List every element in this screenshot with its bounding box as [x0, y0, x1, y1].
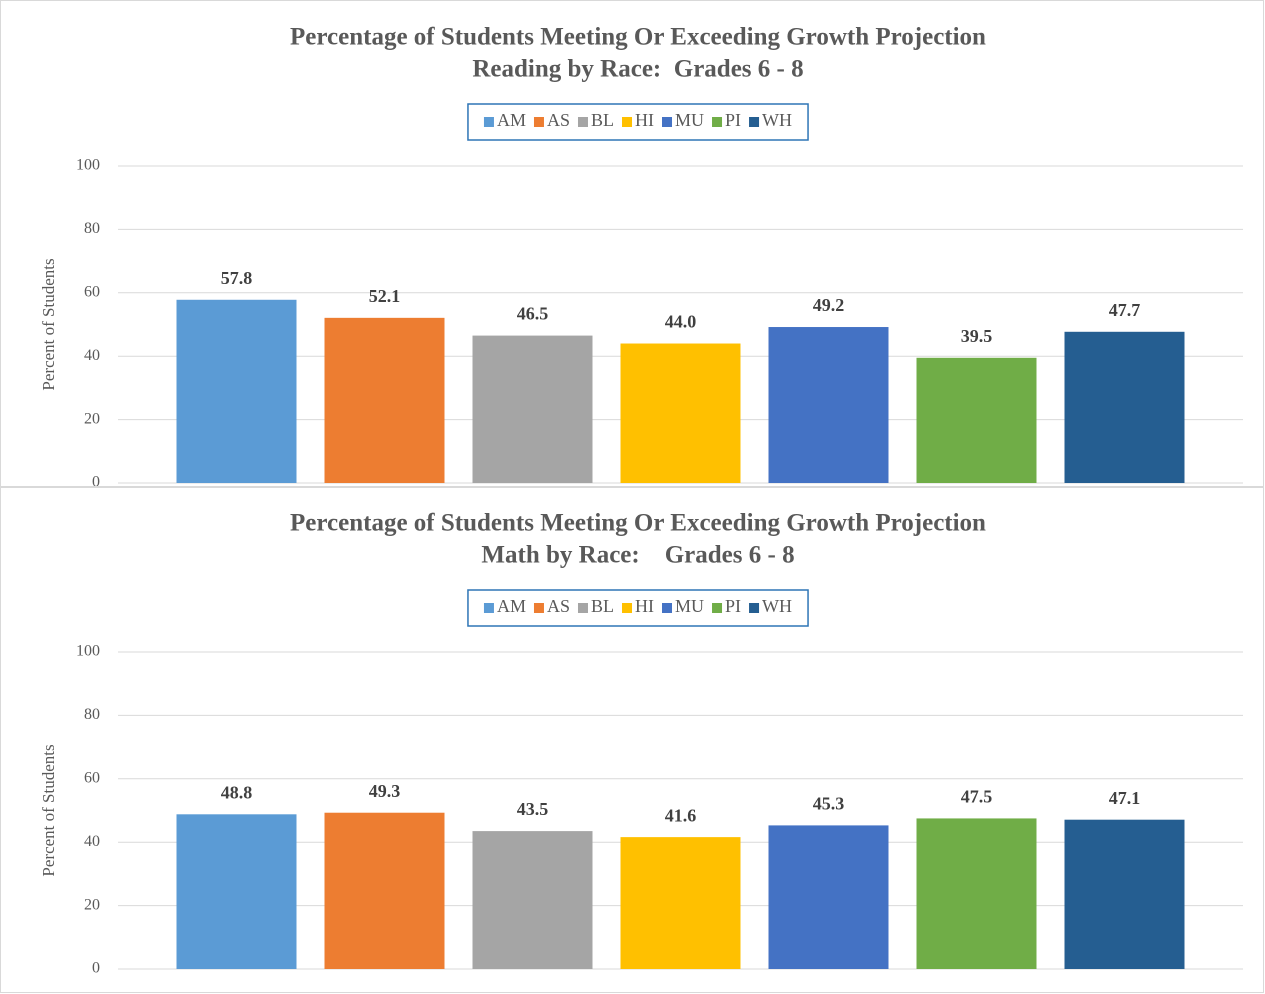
data-label: 44.0 — [665, 312, 697, 332]
data-label: 57.8 — [221, 268, 253, 288]
bar — [472, 831, 593, 969]
chart-title: Percentage of Students Meeting Or Exceed… — [290, 510, 986, 537]
bar — [1064, 331, 1185, 483]
data-label: 49.2 — [813, 295, 845, 315]
legend-swatch — [712, 117, 723, 127]
legend-swatch — [483, 117, 494, 127]
legend-swatch — [577, 603, 588, 613]
data-label: 43.5 — [517, 799, 549, 819]
y-tick-label: 60 — [84, 769, 100, 786]
y-axis-label: Percent of Students — [39, 258, 58, 390]
bar — [324, 812, 445, 969]
legend-label: HI — [635, 596, 654, 616]
legend-swatch — [483, 603, 494, 613]
legend-label: PI — [725, 596, 741, 616]
y-tick-label: 100 — [76, 157, 100, 174]
y-tick-label: 80 — [84, 220, 100, 237]
bar — [916, 818, 1037, 969]
data-label: 47.1 — [1109, 788, 1141, 808]
y-axis-label: Percent of Students — [39, 744, 58, 876]
legend: AM AS BL HI MU PI WH — [467, 589, 809, 627]
legend-label: WH — [762, 110, 792, 130]
bar — [768, 327, 889, 483]
data-label: 45.3 — [813, 794, 845, 814]
y-tick-label: 0 — [92, 474, 100, 491]
y-tick-label: 0 — [92, 960, 100, 977]
legend-swatch — [749, 117, 760, 127]
data-label: 46.5 — [517, 304, 549, 324]
legend-label: MU — [675, 110, 704, 130]
data-label: 48.8 — [221, 782, 253, 802]
bar — [1064, 819, 1185, 969]
legend-label: PI — [725, 110, 741, 130]
legend-label: MU — [675, 596, 704, 616]
data-label: 47.5 — [961, 787, 993, 807]
y-tick-label: 60 — [84, 283, 100, 300]
legend-swatch — [712, 603, 723, 613]
data-label: 47.7 — [1109, 300, 1141, 320]
chart-subtitle: Math by Race: Grades 6 - 8 — [481, 542, 794, 569]
bar — [620, 837, 741, 969]
legend-label: AM — [497, 110, 526, 130]
chart: Percentage of Students Meeting Or Exceed… — [0, 486, 1264, 993]
bar — [768, 825, 889, 969]
legend-swatch — [533, 603, 544, 613]
data-label: 39.5 — [961, 326, 993, 346]
chart-border — [0, 0, 1264, 488]
y-tick-label: 80 — [84, 706, 100, 723]
y-tick-label: 40 — [84, 833, 100, 850]
bar — [916, 357, 1037, 483]
legend-swatch — [749, 603, 760, 613]
bar — [324, 317, 445, 483]
legend-label: HI — [635, 110, 654, 130]
y-tick-label: 20 — [84, 896, 100, 913]
legend-label: AM — [497, 596, 526, 616]
legend-label: AS — [547, 110, 570, 130]
legend: AM AS BL HI MU PI WH — [467, 103, 809, 141]
data-label: 49.3 — [369, 781, 401, 801]
data-label: 41.6 — [665, 805, 697, 825]
bar — [472, 335, 593, 483]
chart-border — [0, 486, 1264, 993]
chart: Percentage of Students Meeting Or Exceed… — [0, 0, 1264, 491]
bar — [176, 814, 297, 969]
legend-swatch — [662, 603, 673, 613]
legend-label: BL — [591, 596, 614, 616]
legend-swatch — [533, 117, 544, 127]
bar — [620, 343, 741, 483]
y-tick-label: 40 — [84, 347, 100, 364]
legend-swatch — [622, 117, 633, 127]
y-tick-label: 20 — [84, 410, 100, 427]
chart-title: Percentage of Students Meeting Or Exceed… — [290, 24, 986, 51]
legend-label: WH — [762, 596, 792, 616]
legend-swatch — [622, 603, 633, 613]
data-label: 52.1 — [369, 286, 401, 306]
legend-swatch — [662, 117, 673, 127]
legend-label: AS — [547, 596, 570, 616]
legend-label: BL — [591, 110, 614, 130]
chart-subtitle: Reading by Race: Grades 6 - 8 — [472, 56, 803, 83]
y-tick-label: 100 — [76, 643, 100, 660]
bar — [176, 299, 297, 483]
legend-swatch — [577, 117, 588, 127]
